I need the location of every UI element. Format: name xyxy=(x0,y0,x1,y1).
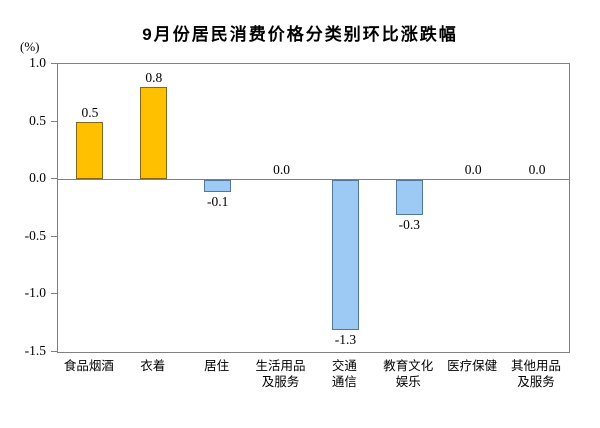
value-label: 0.0 xyxy=(464,162,482,177)
bar-衣着 xyxy=(140,87,168,179)
y-tick-mark xyxy=(51,293,57,294)
category-label-line: 医疗保健 xyxy=(447,359,498,373)
category-label-教育文化娱乐: 教育文化 娱乐 xyxy=(366,358,450,390)
y-tick-mark xyxy=(51,235,57,237)
category-label-line: 娱乐 xyxy=(395,375,421,389)
x-axis: 食品烟酒 衣着 居住 生活用品 及服务 交通 通信 教育文化 娱乐 医疗保健 其他用品 及服务 xyxy=(57,358,568,398)
category-label-line: 居住 xyxy=(204,359,230,373)
zero-line xyxy=(58,179,569,180)
category-label-line: 及服务 xyxy=(517,375,555,389)
value-label: -1.3 xyxy=(334,331,357,347)
category-label-line: 食品烟酒 xyxy=(63,359,114,373)
category-label-交通通信: 交通 通信 xyxy=(302,358,386,390)
value-label: 0.0 xyxy=(528,162,546,177)
value-label: 0.0 xyxy=(273,162,290,177)
category-label-line: 其他用品 xyxy=(511,359,562,373)
value-label: 0.5 xyxy=(81,104,99,120)
value-label: 0.8 xyxy=(145,70,163,85)
category-label-居住: 居住 xyxy=(175,358,259,374)
bar-交通通信 xyxy=(331,180,359,330)
y-tick-mark xyxy=(51,63,57,64)
chart-title: 9月份居民消费价格分类别环比涨跌幅 xyxy=(142,25,458,44)
category-label-衣着: 衣着 xyxy=(111,358,195,374)
y-tick-label: -0.5 xyxy=(24,227,46,243)
y-tick-label: 0.0 xyxy=(29,170,46,185)
y-tick-mark xyxy=(51,178,57,179)
category-label-line: 通信 xyxy=(331,375,357,389)
bar-食品烟酒 xyxy=(76,121,104,179)
category-label-医疗保健: 医疗保健 xyxy=(430,358,514,374)
y-axis: 1.0 0.5 0.0 -0.5 -1.0 -1.5 xyxy=(0,55,57,358)
category-label-line: 交通 xyxy=(331,359,357,373)
category-label-生活用品及服务: 生活用品 及服务 xyxy=(239,358,323,390)
y-axis-unit-label: (%) xyxy=(20,39,40,54)
y-tick-label: -1.0 xyxy=(24,285,46,300)
bar-教育文化娱乐 xyxy=(395,180,423,215)
bar-居住 xyxy=(204,180,232,192)
plot-area: 0.5 0.8 -0.1 0.0 -1.3 -0.3 0.0 0.0 xyxy=(57,63,570,353)
category-label-食品烟酒: 食品烟酒 xyxy=(47,358,131,374)
y-tick-mark xyxy=(51,350,57,352)
y-tick-label: -1.5 xyxy=(24,342,46,358)
value-label: -0.1 xyxy=(207,193,229,209)
category-label-line: 衣着 xyxy=(140,359,166,373)
y-tick-label: 1.0 xyxy=(29,55,46,70)
category-label-line: 教育文化 xyxy=(383,359,434,373)
category-label-line: 及服务 xyxy=(261,375,300,389)
category-label-其他用品及服务: 其他用品 及服务 xyxy=(494,358,578,390)
y-tick-mark xyxy=(51,120,57,122)
y-tick-label: 0.5 xyxy=(29,112,46,128)
value-label: -0.3 xyxy=(398,216,420,232)
category-label-line: 生活用品 xyxy=(255,359,306,373)
